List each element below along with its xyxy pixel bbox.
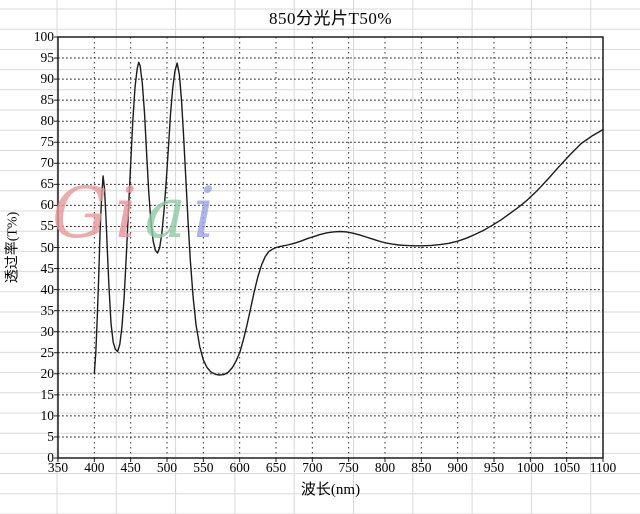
x-tick-label: 1050 xyxy=(553,460,581,475)
transmittance-curve xyxy=(93,61,604,376)
y-tick-label: 95 xyxy=(40,50,55,66)
y-tick-label: 50 xyxy=(40,239,55,255)
x-tick-label: 400 xyxy=(84,460,105,475)
x-tick-label: 750 xyxy=(338,460,359,475)
y-tick-label: 60 xyxy=(40,197,55,213)
y-tick-label: 5 xyxy=(47,428,54,444)
x-tick-label: 450 xyxy=(120,460,141,475)
x-tick-label: 900 xyxy=(447,460,468,475)
y-tick-label: 70 xyxy=(40,155,55,171)
dashed-gridlines xyxy=(58,37,603,458)
y-tick-label: 90 xyxy=(40,71,55,87)
y-tick-label: 15 xyxy=(40,386,55,402)
x-tick-label: 550 xyxy=(193,460,214,475)
x-tick-label: 950 xyxy=(483,460,505,475)
chart-title: 850分光片T50% xyxy=(268,9,393,28)
x-tick-label: 650 xyxy=(265,460,287,475)
x-tick-label: 600 xyxy=(229,460,250,475)
y-tick-label: 80 xyxy=(40,113,55,129)
x-tick-label: 350 xyxy=(47,460,69,475)
y-tick-label: 30 xyxy=(40,323,55,339)
y-tick-label: 40 xyxy=(40,281,55,297)
x-tick-label: 1100 xyxy=(589,460,617,475)
y-tick-label: 45 xyxy=(40,260,55,276)
y-tick-label: 20 xyxy=(40,365,55,381)
plot-border xyxy=(57,36,604,459)
y-tick-label: 10 xyxy=(40,407,55,423)
x-tick-label: 1000 xyxy=(516,460,544,475)
y-tick-label: 100 xyxy=(33,29,54,44)
y-tick-label: 85 xyxy=(40,92,55,108)
x-tick-label: 850 xyxy=(411,460,432,475)
y-tick-label: 65 xyxy=(40,176,55,192)
y-axis-title: 透过率(T%) xyxy=(5,211,21,284)
axis-tick-marks xyxy=(54,36,604,462)
x-tick-label: 800 xyxy=(374,460,396,475)
x-tick-label: 700 xyxy=(302,460,323,475)
y-tick-label: 35 xyxy=(40,302,55,318)
x-tick-label: 500 xyxy=(156,460,178,475)
x-axis-title: 波长(nm) xyxy=(300,482,361,498)
y-tick-label: 25 xyxy=(40,344,55,360)
y-tick-label: 75 xyxy=(40,134,55,150)
y-tick-label: 0 xyxy=(47,450,54,465)
y-tick-label: 55 xyxy=(40,218,55,234)
